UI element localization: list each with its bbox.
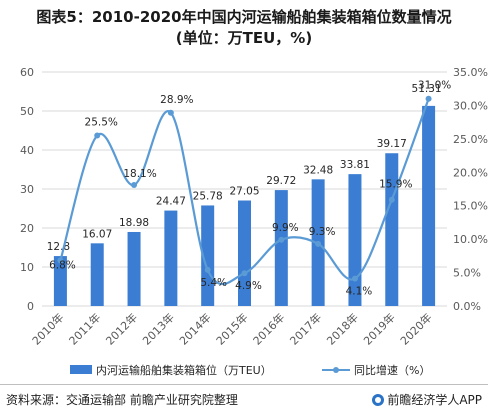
y-right-tick-label: 15.0% (453, 200, 488, 213)
combo-chart: 0 10 20 30 40 50 60 0.0% 5.0% 10.0% 15.0% 20.0% 25.0… (20, 66, 488, 377)
chart-subtitle: (单位：万TEU，%) (175, 29, 313, 47)
bar-value-label: 24.47 (156, 196, 186, 208)
bar-value-label: 39.17 (377, 138, 407, 150)
growth-line (59, 98, 430, 286)
footer-divider (0, 384, 488, 385)
y-left-tick-label: 40 (20, 144, 34, 157)
bar-value-label: 27.05 (229, 186, 259, 198)
growth-value-label: 31.0% (418, 80, 451, 92)
bar (164, 210, 178, 306)
y-right-tick-label: 30.0% (453, 99, 488, 112)
brand-name: 前瞻经济学人APP (387, 393, 482, 407)
bar (422, 105, 436, 307)
x-tick-label: 2015年 (213, 310, 250, 347)
growth-value-label: 25.5% (85, 117, 118, 129)
growth-point (351, 275, 358, 282)
y-right-tick-label: 5.0% (453, 267, 481, 280)
growth-point (131, 181, 138, 188)
bar (53, 256, 67, 306)
bar (274, 190, 288, 306)
growth-value-label: 5.4% (200, 277, 227, 289)
legend-label-bar: 内河运输船舶集装箱箱位（万TEU） (96, 363, 272, 377)
bar (385, 153, 399, 306)
brand-logo-icon (372, 394, 385, 406)
x-tick-label: 2020年 (397, 310, 434, 347)
bar-value-label: 51.31 (412, 83, 442, 95)
x-tick-label: 2017年 (287, 310, 324, 347)
source-note: 资料来源：交通运输部 前瞻产业研究院整理 (6, 393, 238, 407)
growth-value-label: 18.1% (123, 168, 156, 180)
legend-swatch-bar (70, 365, 92, 374)
bar (201, 205, 215, 306)
growth-point (57, 257, 64, 264)
bar (90, 243, 104, 306)
chart-title: 图表5：2010-2020年中国内河运输船舶集装箱箱位数量情况 (36, 8, 452, 26)
x-tick-label: 2019年 (360, 310, 397, 347)
growth-value-label: 6.8% (49, 260, 76, 272)
y-left-tick-label: 20 (20, 222, 34, 235)
y-left-tick-label: 50 (20, 105, 34, 118)
bar-value-label: 25.78 (193, 190, 223, 202)
x-tick-label: 2011年 (66, 310, 103, 347)
y-left-tick-label: 10 (20, 261, 34, 274)
growth-point (94, 132, 101, 139)
y-right-tick-label: 10.0% (453, 233, 488, 246)
bar-value-label: 32.48 (303, 164, 333, 176)
growth-value-label: 28.9% (160, 94, 193, 106)
growth-value-label: 4.9% (235, 280, 262, 292)
legend-label-line: 同比增速（%） (354, 363, 430, 377)
growth-point (425, 95, 432, 102)
bar-value-label: 12.8 (47, 241, 70, 253)
growth-point (388, 196, 395, 203)
growth-point (167, 109, 174, 116)
growth-value-label: 9.3% (309, 226, 336, 238)
legend-swatch-marker (333, 367, 339, 373)
x-tick-label: 2016年 (250, 310, 287, 347)
y-right-tick-label: 20.0% (453, 166, 488, 179)
growth-point (204, 266, 211, 273)
y-right-tick-label: 35.0% (453, 66, 488, 79)
bar (348, 174, 362, 306)
growth-value-label: 15.9% (379, 179, 412, 191)
brand-mark: 前瞻经济学人APP (372, 391, 482, 408)
x-tick-label: 2010年 (29, 310, 66, 347)
y-right-tick-label: 25.0% (453, 133, 488, 146)
y-right-tick-label: 0.0% (453, 300, 481, 313)
growth-value-label: 9.9% (272, 222, 299, 234)
bar-value-label: 33.81 (340, 159, 370, 171)
y-left-tick-label: 30 (20, 183, 34, 196)
x-tick-label: 2014年 (176, 310, 213, 347)
growth-value-label: 4.1% (346, 286, 373, 298)
x-tick-label: 2013年 (140, 310, 177, 347)
bar-value-label: 16.07 (82, 228, 112, 240)
bar-value-label: 29.72 (266, 175, 296, 187)
x-tick-label: 2012年 (103, 310, 140, 347)
growth-point (315, 240, 322, 247)
bar (238, 200, 251, 306)
y-left-tick-label: 60 (20, 66, 34, 79)
y-left-tick-label: 0 (27, 300, 34, 313)
bar (127, 231, 141, 306)
x-tick-label: 2018年 (324, 310, 361, 347)
bar-value-label: 18.98 (119, 217, 149, 229)
growth-point (278, 236, 285, 243)
growth-point (241, 270, 248, 277)
